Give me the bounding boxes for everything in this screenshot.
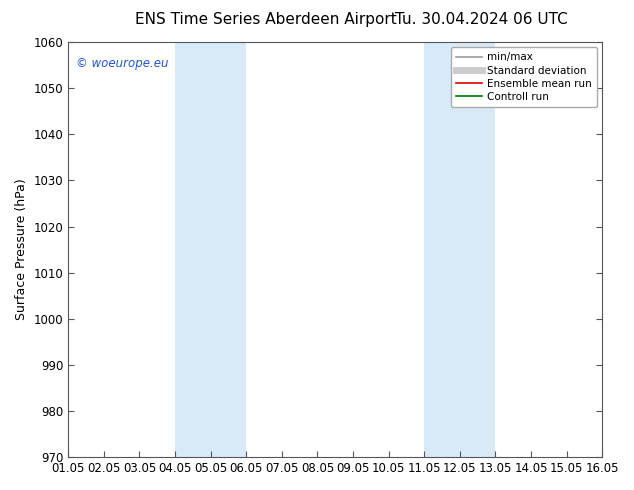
Text: Tu. 30.04.2024 06 UTC: Tu. 30.04.2024 06 UTC — [396, 12, 568, 27]
Legend: min/max, Standard deviation, Ensemble mean run, Controll run: min/max, Standard deviation, Ensemble me… — [451, 47, 597, 107]
Bar — [175, 42, 246, 457]
Y-axis label: Surface Pressure (hPa): Surface Pressure (hPa) — [15, 179, 28, 320]
Text: © woeurope.eu: © woeurope.eu — [76, 56, 169, 70]
Text: ENS Time Series Aberdeen Airport: ENS Time Series Aberdeen Airport — [136, 12, 397, 27]
Bar — [424, 42, 495, 457]
